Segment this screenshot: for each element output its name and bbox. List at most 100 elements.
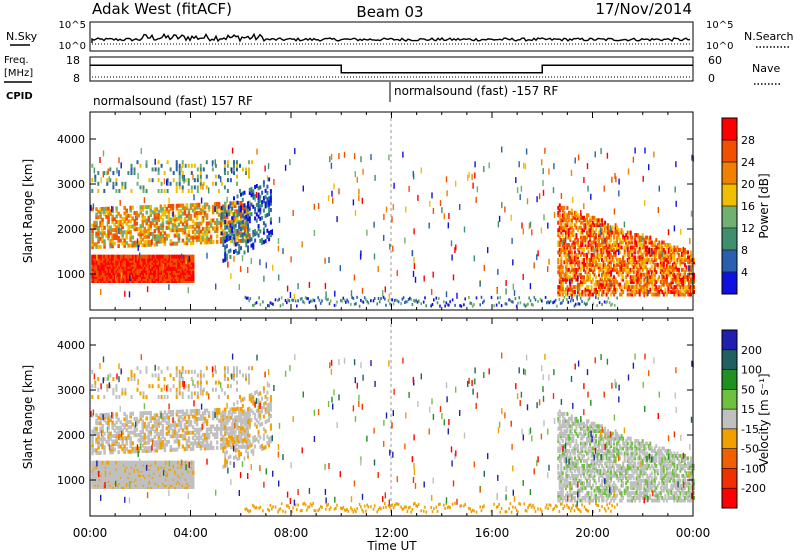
heatmap-cell [220,176,221,182]
heatmap-cell [272,303,274,306]
heatmap-cell [236,164,238,168]
heatmap-cell [135,215,136,221]
heatmap-cell [258,224,260,228]
heatmap-cell [587,186,588,192]
heatmap-cell [611,177,612,183]
heatmap-cell [98,265,99,271]
heatmap-cell [543,214,544,220]
heatmap-cell [226,232,228,236]
colorbar-swatch [722,228,737,251]
heatmap-cell [170,167,172,171]
heatmap-cell [600,248,601,254]
heatmap-cell [124,291,125,297]
heatmap-cell [137,182,139,186]
heatmap-cell [256,192,257,198]
heatmap-cell [655,258,657,262]
heatmap-cell [321,299,323,302]
heatmap-cell [218,175,220,179]
heatmap-cell [687,250,689,254]
heatmap-cell [143,185,145,189]
heatmap-cell [161,182,163,186]
heatmap-cell [356,296,358,299]
heatmap-cell [264,166,265,172]
heatmap-cell [115,189,117,193]
heatmap-cell [278,298,280,301]
heatmap-cell [202,184,203,190]
heatmap-cell [325,292,326,298]
heatmap-cell [168,198,169,204]
heatmap-cell [498,301,500,304]
heatmap-cell [116,168,117,174]
heatmap-cell [231,223,233,227]
heatmap-cell [226,244,228,248]
heatmap-cell [329,302,331,305]
heatmap-cell [226,213,228,217]
heatmap-cell [474,161,475,167]
heatmap-cell [140,164,142,168]
heatmap-cell [378,266,379,272]
heatmap-cell [188,287,189,293]
heatmap-cell [680,229,681,235]
heatmap-cell [688,265,689,271]
heatmap-cell [121,182,123,186]
heatmap-cell [417,195,418,201]
heatmap-cell [256,212,258,216]
heatmap-cell [471,174,472,180]
heatmap-cell [531,229,532,235]
heatmap-cell [338,188,339,194]
heatmap-cell [224,202,227,206]
heatmap-cell [261,191,263,195]
heatmap-cell [431,192,432,198]
heatmap-cell [247,223,249,227]
heatmap-cell [206,185,208,189]
heatmap-cell [444,305,446,308]
heatmap-cell [545,296,547,299]
heatmap-cell [543,190,544,196]
heatmap-cell [429,223,430,229]
heatmap-cell [536,196,537,202]
heatmap-cell [523,163,524,169]
heatmap-cell [99,451,102,455]
heatmap-cell [280,304,282,307]
heatmap-cell [542,180,543,186]
heatmap-cell [233,160,235,164]
heatmap-cell [263,276,264,282]
heatmap-cell [591,230,592,236]
cpid-segment-1: normalsound (fast) 157 RF [93,94,253,108]
heatmap-cell [268,231,270,235]
heatmap-cell [152,167,154,171]
heatmap-cell [168,234,171,238]
freq-panel: Freq. [MHz] 18 8 60 0 Nave [4,54,780,85]
heatmap-cell [647,276,648,282]
heatmap-cell [194,164,196,168]
heatmap-cell [498,221,499,227]
heatmap-cell [233,171,235,175]
heatmap-cell [185,164,187,168]
heatmap-cell [648,164,649,170]
heatmap-cell [319,299,321,302]
heatmap-cell [173,178,175,182]
heatmap-cell [618,249,619,255]
heatmap-cell [244,203,246,207]
heatmap-cell [358,189,359,195]
heatmap-cell [183,178,184,184]
heatmap-cell [192,174,193,180]
heatmap-cell [562,299,564,302]
heatmap-cell [413,257,414,263]
heatmap-cell [240,246,242,250]
heatmap-cell [594,248,595,254]
heatmap-cell [424,296,426,299]
heatmap-cell [233,212,235,216]
heatmap-cell [124,182,126,186]
heatmap-cell [587,220,588,226]
heatmap-cell [248,160,250,164]
heatmap-cell [275,298,277,301]
heatmap-cell [117,450,120,454]
heatmap-cell [278,275,279,281]
heatmap-cell [124,185,126,189]
heatmap-cell [331,163,332,169]
heatmap-cell [256,301,258,304]
heatmap-cell [185,258,186,264]
heatmap-cell [483,166,484,172]
heatmap-cell [233,167,235,171]
